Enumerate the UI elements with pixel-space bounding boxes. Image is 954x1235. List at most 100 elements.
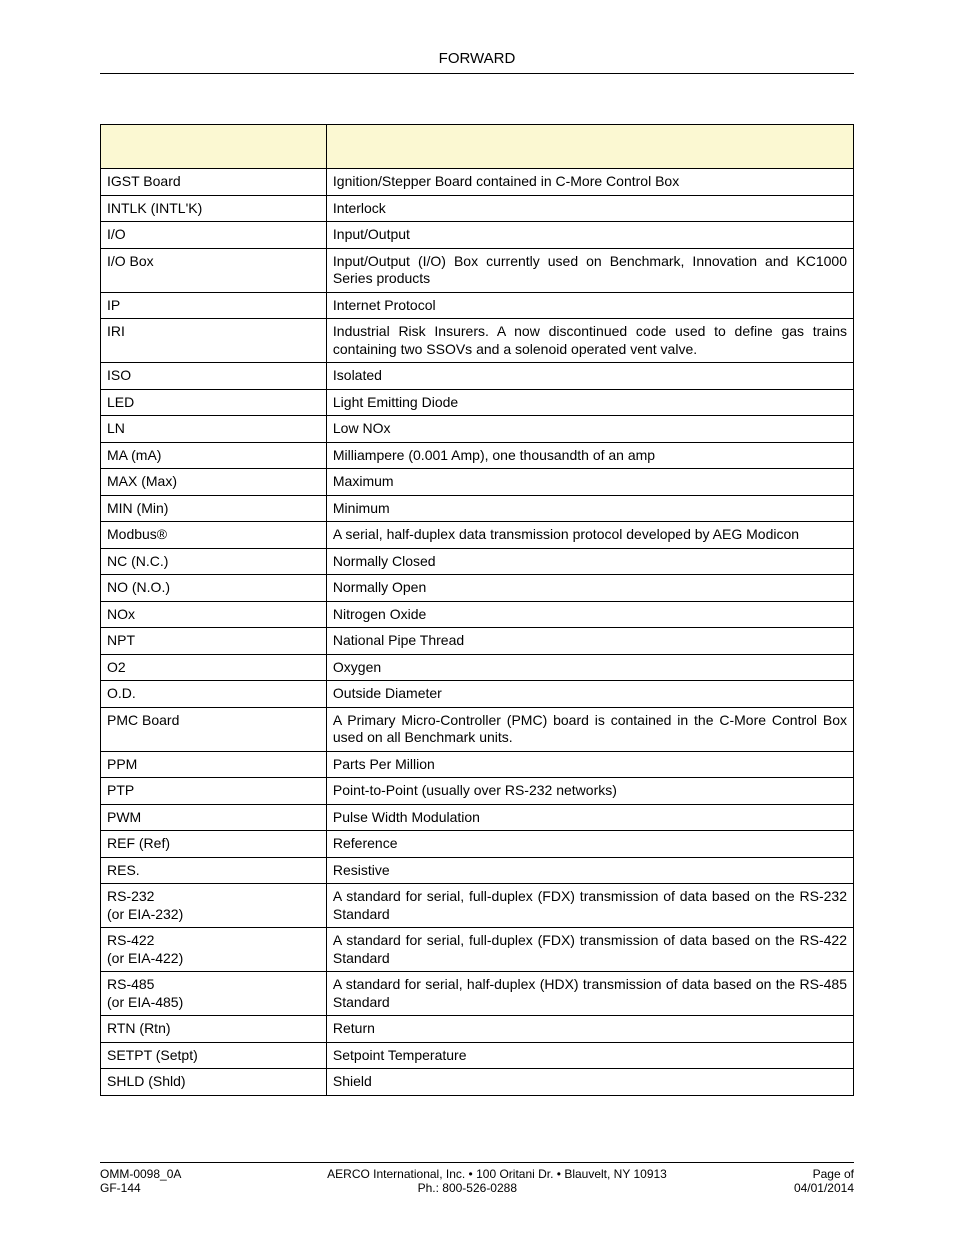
def-cell: A serial, half-duplex data transmission … [326, 522, 853, 549]
term-cell: PWM [101, 804, 327, 831]
footer-right-1: Page of [813, 1167, 854, 1181]
def-cell: Resistive [326, 857, 853, 884]
table-row: O2Oxygen [101, 654, 854, 681]
table-header-row [101, 125, 854, 169]
def-cell: Pulse Width Modulation [326, 804, 853, 831]
def-cell: Minimum [326, 495, 853, 522]
table-row: PPMParts Per Million [101, 751, 854, 778]
term-cell: MA (mA) [101, 442, 327, 469]
term-cell: ISO [101, 363, 327, 390]
def-cell: A standard for serial, full-duplex (FDX)… [326, 928, 853, 972]
table-row: Modbus®A serial, half-duplex data transm… [101, 522, 854, 549]
table-row: PTPPoint-to-Point (usually over RS-232 n… [101, 778, 854, 805]
def-cell: Outside Diameter [326, 681, 853, 708]
footer-center-2: Ph.: 800-526-0288 [141, 1181, 794, 1195]
term-cell: INTLK (INTL'K) [101, 195, 327, 222]
def-cell: Setpoint Temperature [326, 1042, 853, 1069]
term-cell: MAX (Max) [101, 469, 327, 496]
def-cell: Isolated [326, 363, 853, 390]
table-row: RTN (Rtn)Return [101, 1016, 854, 1043]
table-row: INTLK (INTL'K)Interlock [101, 195, 854, 222]
def-cell: Point-to-Point (usually over RS-232 netw… [326, 778, 853, 805]
table-row: RES.Resistive [101, 857, 854, 884]
term-cell: O.D. [101, 681, 327, 708]
def-cell: Ignition/Stepper Board contained in C-Mo… [326, 169, 853, 196]
def-cell: Interlock [326, 195, 853, 222]
table-row: I/OInput/Output [101, 222, 854, 249]
table-row: SHLD (Shld)Shield [101, 1069, 854, 1096]
def-cell: Milliampere (0.001 Amp), one thousandth … [326, 442, 853, 469]
def-cell: Parts Per Million [326, 751, 853, 778]
table-row: NPTNational Pipe Thread [101, 628, 854, 655]
term-cell: I/O [101, 222, 327, 249]
term-cell: NO (N.O.) [101, 575, 327, 602]
term-cell: IGST Board [101, 169, 327, 196]
table-row: RS-422(or EIA-422)A standard for serial,… [101, 928, 854, 972]
term-cell: SETPT (Setpt) [101, 1042, 327, 1069]
table-row: PMC BoardA Primary Micro-Controller (PMC… [101, 707, 854, 751]
table-row: ISOIsolated [101, 363, 854, 390]
footer-right-2: 04/01/2014 [794, 1181, 854, 1195]
footer-center-1: AERCO International, Inc. • 100 Oritani … [181, 1167, 812, 1181]
def-cell: Reference [326, 831, 853, 858]
def-cell: A Primary Micro-Controller (PMC) board i… [326, 707, 853, 751]
term-cell: LED [101, 389, 327, 416]
term-cell: RES. [101, 857, 327, 884]
table-header-term [101, 125, 327, 169]
def-cell: Internet Protocol [326, 292, 853, 319]
table-row: IGST BoardIgnition/Stepper Board contain… [101, 169, 854, 196]
term-cell: MIN (Min) [101, 495, 327, 522]
table-row: RS-232(or EIA-232)A standard for serial,… [101, 884, 854, 928]
def-cell: A standard for serial, full-duplex (FDX)… [326, 884, 853, 928]
term-cell: PTP [101, 778, 327, 805]
def-cell: National Pipe Thread [326, 628, 853, 655]
def-cell: Industrial Risk Insurers. A now disconti… [326, 319, 853, 363]
table-row: I/O BoxInput/Output (I/O) Box currently … [101, 248, 854, 292]
def-cell: Shield [326, 1069, 853, 1096]
table-row: PWMPulse Width Modulation [101, 804, 854, 831]
term-cell: RS-232(or EIA-232) [101, 884, 327, 928]
term-cell: REF (Ref) [101, 831, 327, 858]
term-cell: RTN (Rtn) [101, 1016, 327, 1043]
table-row: MA (mA)Milliampere (0.001 Amp), one thou… [101, 442, 854, 469]
term-cell: NC (N.C.) [101, 548, 327, 575]
term-cell: PMC Board [101, 707, 327, 751]
def-cell: Normally Open [326, 575, 853, 602]
table-row: O.D.Outside Diameter [101, 681, 854, 708]
table-row: MIN (Min)Minimum [101, 495, 854, 522]
term-cell: NOx [101, 601, 327, 628]
term-cell: RS-485(or EIA-485) [101, 972, 327, 1016]
def-cell: Normally Closed [326, 548, 853, 575]
term-cell: NPT [101, 628, 327, 655]
def-cell: Maximum [326, 469, 853, 496]
term-cell: SHLD (Shld) [101, 1069, 327, 1096]
def-cell: Light Emitting Diode [326, 389, 853, 416]
def-cell: Input/Output (I/O) Box currently used on… [326, 248, 853, 292]
table-row: NO (N.O.)Normally Open [101, 575, 854, 602]
table-row: LEDLight Emitting Diode [101, 389, 854, 416]
table-row: REF (Ref)Reference [101, 831, 854, 858]
def-cell: Nitrogen Oxide [326, 601, 853, 628]
term-cell: IP [101, 292, 327, 319]
table-row: IPInternet Protocol [101, 292, 854, 319]
table-row: SETPT (Setpt)Setpoint Temperature [101, 1042, 854, 1069]
table-header-def [326, 125, 853, 169]
page-header: FORWARD [100, 50, 854, 74]
table-row: NOxNitrogen Oxide [101, 601, 854, 628]
def-cell: Oxygen [326, 654, 853, 681]
table-row: IRIIndustrial Risk Insurers. A now disco… [101, 319, 854, 363]
term-cell: IRI [101, 319, 327, 363]
page-footer: OMM-0098_0A AERCO International, Inc. • … [100, 1162, 854, 1195]
def-cell: Input/Output [326, 222, 853, 249]
table-row: NC (N.C.)Normally Closed [101, 548, 854, 575]
term-cell: RS-422(or EIA-422) [101, 928, 327, 972]
glossary-table: IGST BoardIgnition/Stepper Board contain… [100, 124, 854, 1096]
term-cell: PPM [101, 751, 327, 778]
footer-left-1: OMM-0098_0A [100, 1167, 181, 1181]
footer-left-2: GF-144 [100, 1181, 141, 1195]
def-cell: A standard for serial, half-duplex (HDX)… [326, 972, 853, 1016]
def-cell: Return [326, 1016, 853, 1043]
table-row: LNLow NOx [101, 416, 854, 443]
term-cell: LN [101, 416, 327, 443]
term-cell: O2 [101, 654, 327, 681]
